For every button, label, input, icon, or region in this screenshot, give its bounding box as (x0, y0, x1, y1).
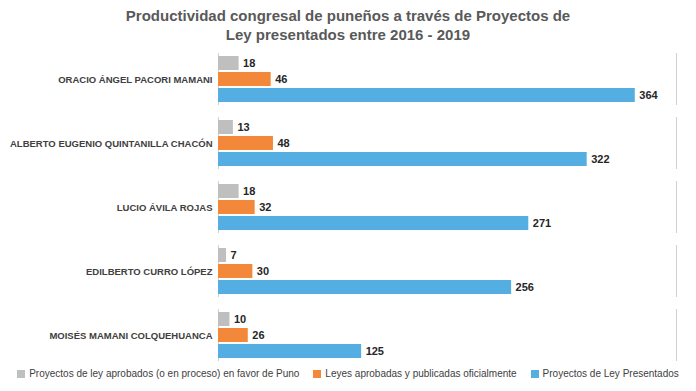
svg-text:32: 32 (259, 201, 271, 213)
svg-text:ORACIO ÁNGEL PACORI MAMANI: ORACIO ÁNGEL PACORI MAMANI (58, 74, 212, 85)
svg-text:LUCIO ÁVILA ROJAS: LUCIO ÁVILA ROJAS (117, 202, 213, 213)
html-text:Proyectos de Ley Presentados: Proyectos de Ley Presentados (542, 368, 679, 379)
html-text:Proyectos de ley aprobados (o: Proyectos de ley aprobados (o en proceso… (29, 368, 300, 379)
svg-text:46: 46 (275, 73, 287, 85)
svg-text:10: 10 (234, 313, 246, 325)
svg-text:18: 18 (243, 57, 255, 69)
svg-text:EDILBERTO CURRO LÓPEZ: EDILBERTO CURRO LÓPEZ (86, 266, 213, 277)
svg-text:125: 125 (366, 345, 384, 357)
svg-text:322: 322 (591, 153, 609, 165)
svg-text:18: 18 (243, 185, 255, 197)
svg-text:7: 7 (231, 249, 237, 261)
html-text:Leyes aprobadas y publicadas o: Leyes aprobadas y publicadas oficialment… (325, 368, 517, 379)
svg-text:ALBERTO EUGENIO QUINTANILLA CH: ALBERTO EUGENIO QUINTANILLA CHACÓN (10, 138, 213, 149)
svg-text:48: 48 (277, 137, 289, 149)
svg-text:13: 13 (237, 121, 249, 133)
svg-text:MOISÉS MAMANI COLQUEHUANCA: MOISÉS MAMANI COLQUEHUANCA (49, 330, 212, 341)
html-text:Productividad congresal de pun: Productividad congresal de puneños a tra… (125, 7, 571, 43)
svg-text:364: 364 (639, 89, 658, 101)
svg-text:271: 271 (533, 217, 551, 229)
svg-text:26: 26 (252, 329, 264, 341)
svg-text:30: 30 (257, 265, 269, 277)
svg-text:256: 256 (516, 281, 534, 293)
